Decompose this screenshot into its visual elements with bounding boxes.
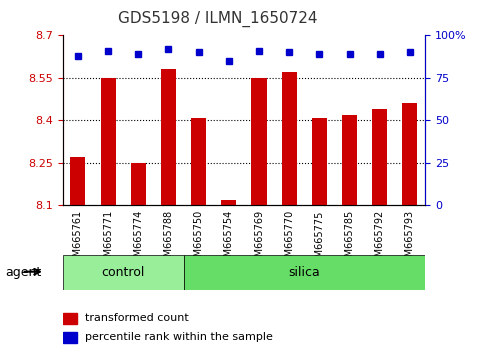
Bar	[312, 118, 327, 205]
Bar	[342, 115, 357, 205]
Bar	[221, 200, 236, 205]
Bar	[372, 109, 387, 205]
Bar	[131, 163, 146, 205]
Text: agent: agent	[5, 266, 41, 279]
Text: control: control	[101, 266, 145, 279]
Bar	[100, 78, 115, 205]
Bar	[402, 103, 417, 205]
Bar	[63, 332, 77, 343]
Text: silica: silica	[288, 266, 320, 279]
FancyBboxPatch shape	[63, 255, 184, 290]
Bar	[63, 313, 77, 324]
Bar	[282, 72, 297, 205]
Text: transformed count: transformed count	[85, 313, 188, 323]
Bar	[161, 69, 176, 205]
Text: GDS5198 / ILMN_1650724: GDS5198 / ILMN_1650724	[117, 11, 317, 27]
Bar	[71, 157, 85, 205]
Bar	[252, 78, 267, 205]
Text: percentile rank within the sample: percentile rank within the sample	[85, 332, 272, 342]
Bar	[191, 118, 206, 205]
FancyBboxPatch shape	[184, 255, 425, 290]
